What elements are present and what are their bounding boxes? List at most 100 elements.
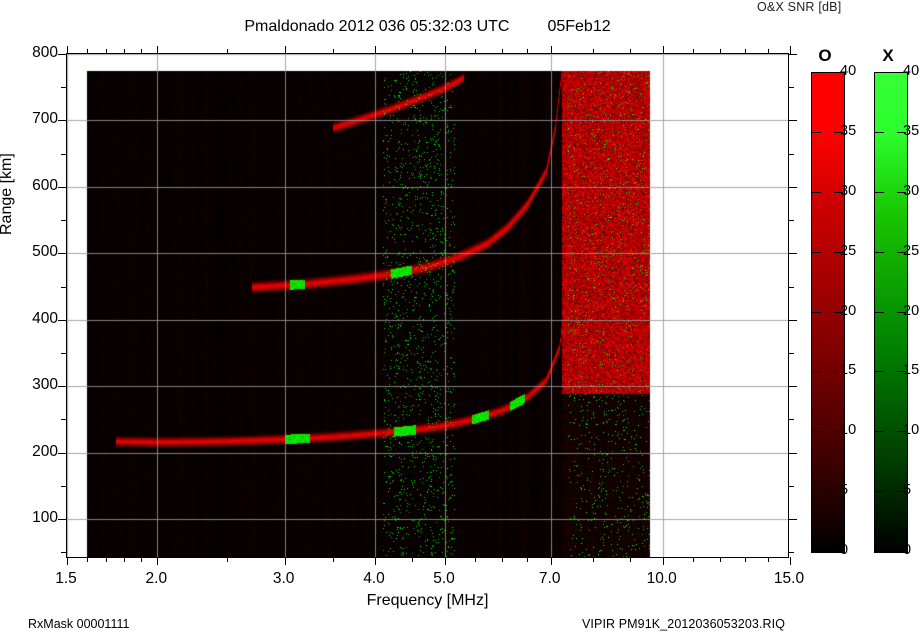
x-axis-tick (284, 557, 286, 565)
x-axis-tick (157, 46, 159, 54)
y-axis-tick (58, 54, 67, 55)
x-axis-tick (550, 46, 552, 54)
x-axis-tick (790, 557, 791, 565)
x-axis-tick-label: 15.0 (773, 570, 805, 587)
x-axis-tick (790, 46, 791, 54)
x-axis-minor-tick (719, 557, 721, 562)
ionogram-canvas (67, 54, 788, 557)
colorbar-tick (834, 311, 843, 313)
x-axis-minor-tick (719, 49, 721, 54)
colorbar-tick (834, 191, 843, 193)
colorbar-x[interactable] (874, 72, 908, 553)
colorbar-tick-label: 10 (903, 422, 920, 439)
x-axis-tick (445, 557, 447, 565)
x-axis-minor-tick (745, 557, 747, 562)
y-axis-minor-tick (788, 220, 794, 222)
colorbar-tick (875, 491, 884, 493)
x-axis-tick-label: 7.0 (538, 570, 561, 587)
x-axis-tick (662, 557, 664, 565)
colorbar-tick (812, 251, 821, 253)
colorbar-x-heading: X (882, 46, 894, 65)
colorbar-tick-label: 40 (903, 63, 920, 79)
y-axis-tick (58, 452, 67, 454)
x-axis-minor-tick (692, 557, 694, 562)
y-axis-tick (58, 519, 67, 521)
x-axis-tick (550, 557, 552, 565)
y-axis-tick (788, 319, 797, 321)
x-axis-minor-tick (474, 49, 476, 54)
y-axis-tick-label: 600 (32, 176, 58, 194)
colorbar-tick-label: 0 (840, 542, 849, 558)
x-axis-minor-tick (87, 49, 89, 54)
colorbar-tick (834, 431, 843, 433)
y-axis-tick-label: 800 (32, 44, 58, 61)
colorbar-tick (812, 191, 821, 193)
x-axis-minor-tick (768, 49, 770, 54)
colorbar-tick (897, 311, 906, 313)
y-axis-minor-tick (788, 419, 794, 421)
y-axis-minor-tick (788, 153, 794, 155)
x-axis-tick-label: 4.0 (363, 570, 385, 587)
y-axis-minor-tick (61, 552, 67, 554)
y-axis-tick (788, 120, 797, 122)
x-axis-minor-tick (333, 49, 335, 54)
colorbar-tick (897, 431, 906, 433)
y-axis-tick-label: 500 (32, 243, 58, 261)
x-axis-tick-label: 1.5 (55, 570, 77, 587)
instrument-file-label: VIPIR PM91K_2012036053203.RIQ (582, 617, 786, 631)
x-axis-minor-tick (333, 557, 335, 562)
x-axis-minor-tick (474, 557, 476, 562)
x-axis-title: Frequency [MHz] (366, 592, 489, 609)
colorbar-tick-label: 0 (903, 542, 912, 558)
colorbar-tick-label: 5 (903, 482, 912, 499)
ionogram-plot-area[interactable] (58, 46, 797, 565)
y-axis-tick-label: 200 (32, 442, 58, 460)
colorbar-tick (897, 491, 906, 493)
colorbar-tick (812, 371, 821, 373)
x-axis-minor-tick (411, 49, 413, 54)
x-axis-tick-label: 3.0 (272, 570, 295, 587)
y-axis-tick (788, 452, 797, 454)
colorbar-tick-label: 35 (903, 122, 920, 139)
colorbar-o[interactable] (811, 72, 845, 553)
y-axis-minor-tick (61, 286, 67, 288)
colorbar-tick (875, 251, 884, 253)
x-axis-tick (374, 557, 376, 565)
x-axis-tick (284, 46, 286, 54)
x-axis-minor-tick (768, 557, 770, 562)
x-axis-minor-tick (629, 557, 631, 562)
x-axis-minor-tick (527, 49, 529, 54)
y-axis-minor-tick (61, 419, 67, 421)
colorbar-tick-label: 10 (840, 422, 857, 439)
colorbar-tick (897, 191, 906, 193)
page-title: Pmaldonado 2012 036 05:32:03 UTC 05Feb12 (66, 18, 789, 36)
colorbar-tick-label: 15 (840, 362, 857, 379)
colorbar-tick (875, 431, 884, 433)
x-axis-minor-tick (227, 49, 229, 54)
colorbar-tick-label: 30 (903, 182, 920, 199)
x-axis-minor-tick (502, 557, 504, 562)
y-axis-tick (788, 386, 797, 388)
title-main-text: Pmaldonado 2012 036 05:32:03 UTC (244, 18, 510, 35)
colorbar-tick-label: 40 (840, 63, 857, 79)
y-axis-tick (58, 319, 67, 321)
title-date-text: 05Feb12 (547, 18, 611, 35)
x-axis-tick (67, 557, 68, 565)
y-axis-tick (58, 253, 67, 255)
y-axis-tick (788, 186, 797, 188)
colorbar-tick-label: 25 (903, 242, 920, 259)
x-axis-minor-tick (745, 49, 747, 54)
x-axis-minor-tick (692, 49, 694, 54)
y-axis-minor-tick (788, 485, 794, 487)
y-axis-tick (58, 186, 67, 188)
colorbar-tick (875, 311, 884, 313)
y-axis-minor-tick (788, 87, 794, 89)
x-axis-tick (67, 46, 68, 54)
y-axis-tick (788, 253, 797, 255)
colorbar-tick (834, 251, 843, 253)
x-axis-minor-tick (227, 557, 229, 562)
colorbar-tick (834, 131, 843, 133)
colorbar-tick (875, 131, 884, 133)
x-axis-tick-label: 5.0 (433, 570, 455, 587)
colorbar-tick-label: 20 (840, 302, 857, 319)
